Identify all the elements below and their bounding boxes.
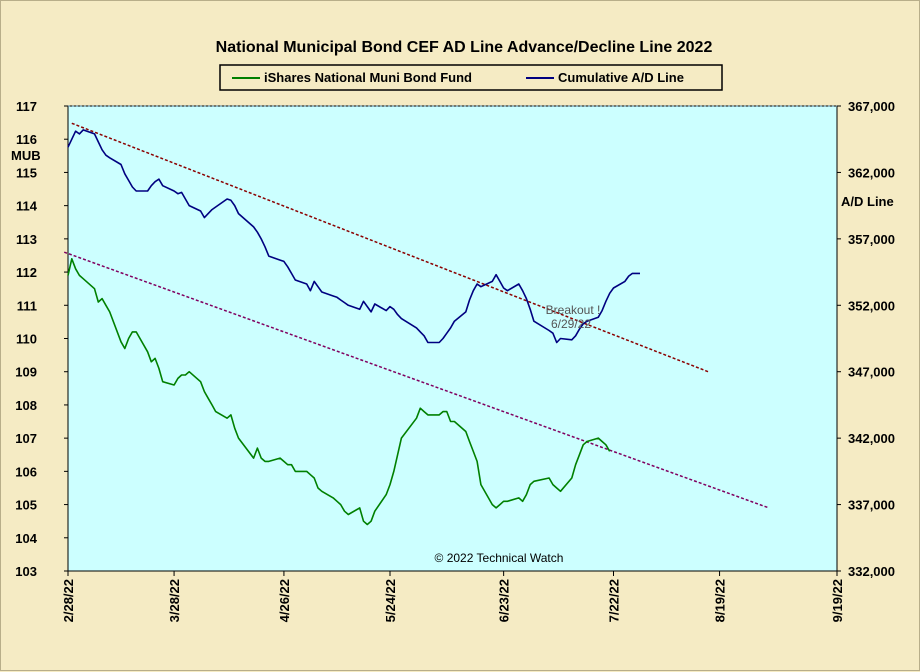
left-tick-label: 105 <box>15 498 37 513</box>
annotation-breakout: Breakout ! <box>546 303 601 317</box>
left-axis-label: MUB <box>11 148 41 163</box>
left-tick-label: 108 <box>15 398 37 413</box>
x-tick-label: 9/19/22 <box>830 579 845 622</box>
right-tick-label: 337,000 <box>848 498 895 513</box>
left-tick-label: 113 <box>16 232 37 247</box>
left-tick-label: 110 <box>16 332 37 347</box>
series-line-ad <box>67 129 640 344</box>
left-tick-label: 104 <box>15 531 37 546</box>
chart-title: National Municipal Bond CEF AD Line Adva… <box>216 39 713 56</box>
legend-box <box>219 64 723 91</box>
plot-area <box>67 105 838 572</box>
x-tick-label: 4/26/22 <box>277 579 292 622</box>
trendline-1 <box>71 122 709 373</box>
x-tick-label: 2/28/22 <box>61 579 76 622</box>
left-tick-label: 114 <box>16 199 38 214</box>
copyright-text: © 2022 Technical Watch <box>435 551 564 565</box>
x-tick-label: 7/22/22 <box>606 579 621 622</box>
left-tick-label: 117 <box>16 99 37 114</box>
right-tick-label: 347,000 <box>848 365 895 380</box>
legend-label-ad: Cumulative A/D Line <box>558 70 684 85</box>
right-tick-label: 352,000 <box>848 298 895 313</box>
left-tick-label: 112 <box>16 265 37 280</box>
left-tick-label: 109 <box>15 365 37 380</box>
x-tick-label: 6/23/22 <box>497 579 512 622</box>
legend-label-mub: iShares National Muni Bond Fund <box>264 70 472 85</box>
left-tick-label: 115 <box>16 165 37 180</box>
left-tick-label: 116 <box>16 132 37 147</box>
series-line-mub <box>67 258 611 526</box>
x-tick-label: 3/28/22 <box>167 579 182 622</box>
right-tick-label: 357,000 <box>848 232 895 247</box>
right-tick-label: 362,000 <box>848 165 895 180</box>
annotation-breakout-date: 6/29/22 <box>551 317 591 331</box>
x-tick-label: 8/19/22 <box>713 579 728 622</box>
left-tick-label: 103 <box>15 564 37 579</box>
right-tick-label: 367,000 <box>848 99 895 114</box>
right-tick-label: 342,000 <box>848 431 895 446</box>
left-tick-label: 111 <box>17 298 37 313</box>
x-tick-label: 5/24/22 <box>383 579 398 622</box>
right-tick-label: 332,000 <box>848 564 895 579</box>
left-tick-label: 106 <box>15 464 37 479</box>
left-tick-label: 107 <box>15 431 37 446</box>
right-axis-label: A/D Line <box>841 194 894 209</box>
